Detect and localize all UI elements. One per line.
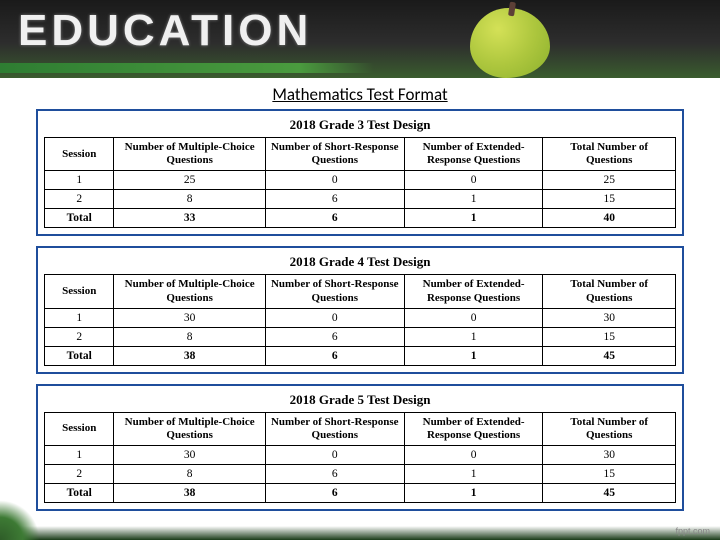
th-total: Total Number of Questions	[543, 412, 676, 445]
th-sr: Number of Short-Response Questions	[265, 275, 404, 308]
corner-leaf-icon	[0, 500, 40, 540]
th-er: Number of Extended-Response Questions	[404, 412, 543, 445]
cell: 40	[543, 209, 676, 228]
table-row: 1 30 0 0 30	[45, 308, 676, 327]
cell: 2	[45, 327, 114, 346]
cell: Total	[45, 346, 114, 365]
cell: 2	[45, 465, 114, 484]
cell: 1	[404, 209, 543, 228]
data-table: Session Number of Multiple-Choice Questi…	[44, 412, 676, 503]
cell: 0	[404, 171, 543, 190]
table-row: 2 8 6 1 15	[45, 465, 676, 484]
cell: 30	[114, 446, 265, 465]
chalkboard-title: EDUCATION	[18, 6, 312, 56]
header-banner: EDUCATION	[0, 0, 720, 78]
th-mc: Number of Multiple-Choice Questions	[114, 275, 265, 308]
page-title: Mathematics Test Format	[0, 84, 720, 105]
cell: Total	[45, 209, 114, 228]
cell: 6	[265, 209, 404, 228]
table-row: 1 30 0 0 30	[45, 446, 676, 465]
cell: 1	[404, 327, 543, 346]
cell: 30	[543, 308, 676, 327]
cell: 15	[543, 327, 676, 346]
cell: 0	[265, 446, 404, 465]
cell: Total	[45, 484, 114, 503]
th-mc: Number of Multiple-Choice Questions	[114, 412, 265, 445]
cell: 1	[45, 171, 114, 190]
th-total: Total Number of Questions	[543, 138, 676, 171]
cell: 15	[543, 190, 676, 209]
cell: 30	[543, 446, 676, 465]
th-session: Session	[45, 412, 114, 445]
watermark: fppt.com	[675, 526, 710, 536]
th-er: Number of Extended-Response Questions	[404, 138, 543, 171]
cell: 1	[404, 465, 543, 484]
cell: 33	[114, 209, 265, 228]
table-title: 2018 Grade 4 Test Design	[44, 254, 676, 270]
table-title: 2018 Grade 3 Test Design	[44, 117, 676, 133]
cell: 30	[114, 308, 265, 327]
cell: 6	[265, 465, 404, 484]
table-grade4: 2018 Grade 4 Test Design Session Number …	[36, 246, 684, 373]
cell: 25	[114, 171, 265, 190]
cell: 45	[543, 484, 676, 503]
cell: 25	[543, 171, 676, 190]
th-session: Session	[45, 275, 114, 308]
table-total-row: Total 38 6 1 45	[45, 346, 676, 365]
cell: 6	[265, 190, 404, 209]
cell: 0	[404, 308, 543, 327]
data-table: Session Number of Multiple-Choice Questi…	[44, 137, 676, 228]
th-mc: Number of Multiple-Choice Questions	[114, 138, 265, 171]
cell: 0	[404, 446, 543, 465]
th-er: Number of Extended-Response Questions	[404, 275, 543, 308]
cell: 38	[114, 484, 265, 503]
cell: 2	[45, 190, 114, 209]
cell: 6	[265, 327, 404, 346]
cell: 1	[404, 190, 543, 209]
data-table: Session Number of Multiple-Choice Questi…	[44, 274, 676, 365]
table-title: 2018 Grade 5 Test Design	[44, 392, 676, 408]
th-session: Session	[45, 138, 114, 171]
th-sr: Number of Short-Response Questions	[265, 138, 404, 171]
cell: 38	[114, 346, 265, 365]
th-total: Total Number of Questions	[543, 275, 676, 308]
table-total-row: Total 38 6 1 45	[45, 484, 676, 503]
cell: 6	[265, 484, 404, 503]
cell: 1	[45, 308, 114, 327]
apple-icon	[470, 8, 550, 78]
table-row: 2 8 6 1 15	[45, 327, 676, 346]
cell: 15	[543, 465, 676, 484]
table-row: 1 25 0 0 25	[45, 171, 676, 190]
cell: 1	[404, 346, 543, 365]
cell: 6	[265, 346, 404, 365]
cell: 1	[404, 484, 543, 503]
table-total-row: Total 33 6 1 40	[45, 209, 676, 228]
th-sr: Number of Short-Response Questions	[265, 412, 404, 445]
cell: 1	[45, 446, 114, 465]
table-row: 2 8 6 1 15	[45, 190, 676, 209]
bottom-gradient-deco	[0, 526, 720, 540]
table-grade3: 2018 Grade 3 Test Design Session Number …	[36, 109, 684, 236]
cell: 8	[114, 327, 265, 346]
cell: 0	[265, 171, 404, 190]
cell: 0	[265, 308, 404, 327]
cell: 45	[543, 346, 676, 365]
cell: 8	[114, 190, 265, 209]
table-grade5: 2018 Grade 5 Test Design Session Number …	[36, 384, 684, 511]
content-area: 2018 Grade 3 Test Design Session Number …	[0, 109, 720, 531]
green-stripe-deco	[0, 63, 374, 73]
cell: 8	[114, 465, 265, 484]
